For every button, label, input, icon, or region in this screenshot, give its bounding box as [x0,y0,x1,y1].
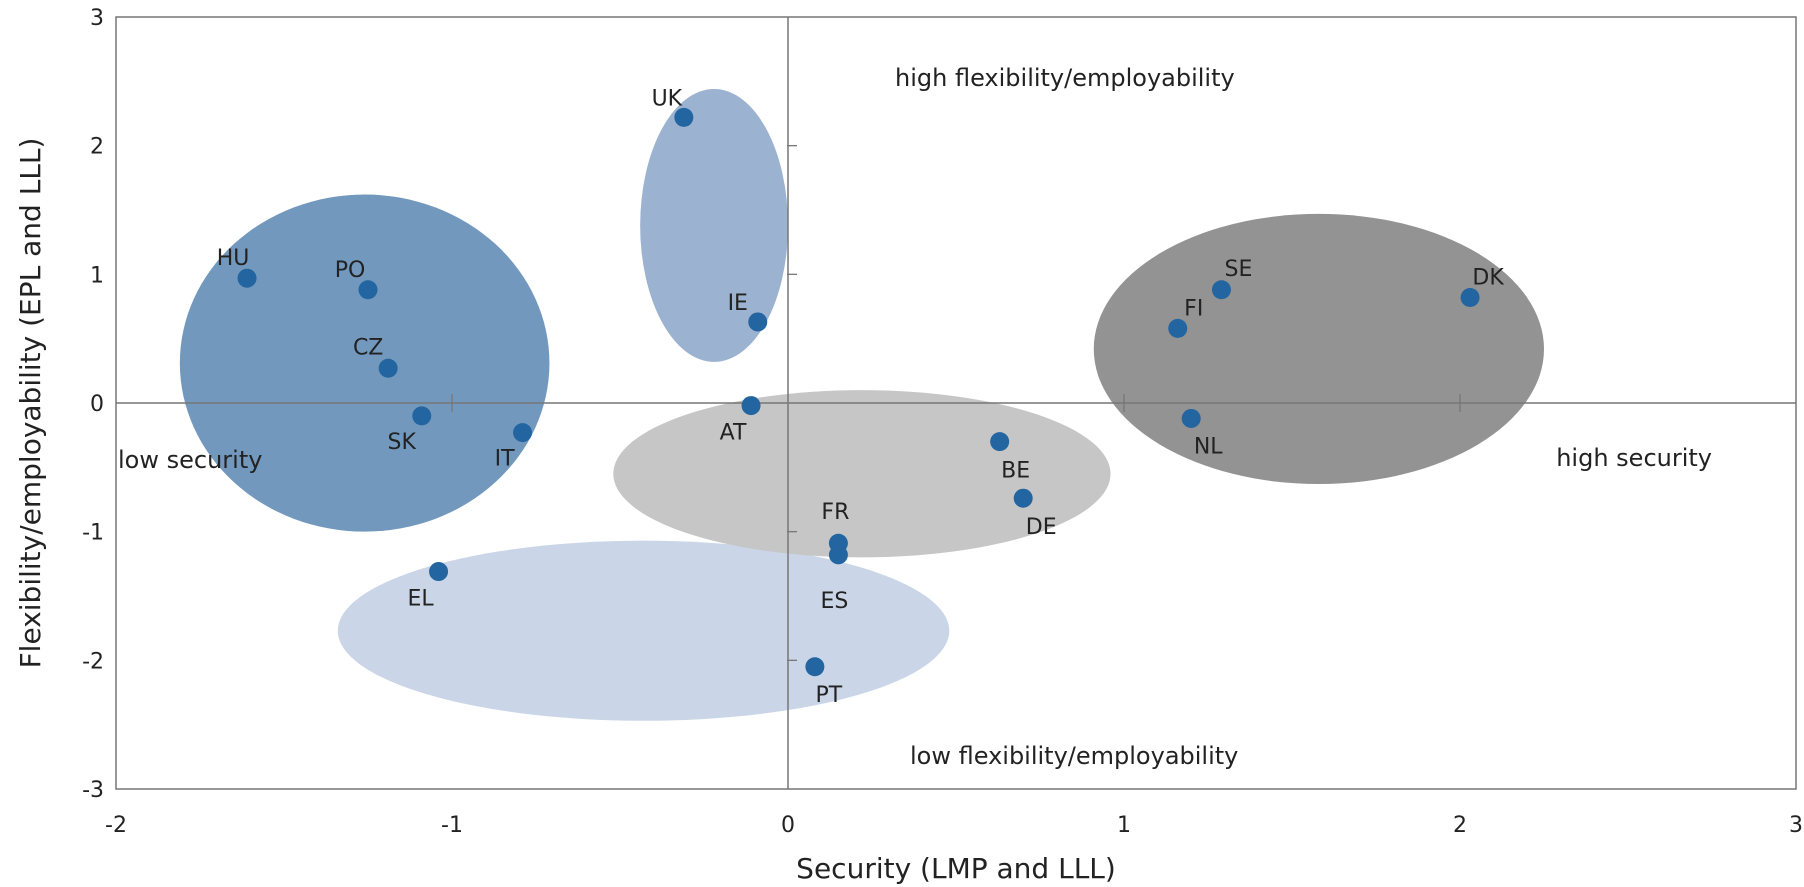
data-point-es [828,545,848,565]
quadrant-label: low flexibility/employability [910,742,1238,770]
data-point-fi [1168,318,1188,338]
y-tick-label: 1 [90,263,104,288]
point-label-po: PO [335,258,366,283]
point-label-nl: NL [1194,434,1223,459]
cluster-ellipse-4 [1093,213,1544,485]
point-label-se: SE [1225,257,1253,282]
data-point-se [1211,280,1231,300]
y-tick-label: 3 [90,6,104,31]
data-point-dk [1460,287,1480,307]
data-point-at [741,396,761,416]
point-label-dk: DK [1472,265,1504,290]
data-point-be [990,432,1010,452]
point-label-pt: PT [816,683,843,708]
data-point-sk [412,406,432,426]
x-tick-label: -2 [105,813,127,838]
point-label-ie: IE [728,291,748,316]
data-point-hu [237,268,257,288]
data-point-cz [378,358,398,378]
x-tick-label: -1 [441,813,463,838]
point-label-be: BE [1001,459,1030,484]
x-tick-label: 1 [1117,813,1131,838]
point-label-fi: FI [1184,296,1203,321]
quadrant-label: high security [1556,444,1712,472]
point-label-uk: UK [652,86,683,111]
data-point-it [513,423,533,443]
point-label-it: IT [495,447,515,472]
point-label-cz: CZ [353,335,383,360]
point-label-sk: SK [388,430,417,455]
y-tick-label: -1 [82,521,104,546]
data-point-uk [674,107,694,127]
y-axis-title: Flexibility/employability (EPL and LLL) [14,138,47,669]
data-point-el [429,562,449,582]
x-axis-title: Security (LMP and LLL) [796,852,1116,885]
x-tick-label: 2 [1453,813,1467,838]
point-label-fr: FR [821,500,849,525]
y-tick-label: -3 [82,778,104,803]
cluster-ellipse-2 [337,540,950,721]
y-tick-label: 0 [90,392,104,417]
data-point-de [1013,488,1033,508]
y-tick-label: 2 [90,135,104,160]
point-label-de: DE [1026,515,1057,540]
cluster-ellipse-0 [179,194,550,532]
x-tick-label: 3 [1789,813,1803,838]
y-tick-label: -2 [82,649,104,674]
data-point-ie [748,312,768,332]
x-tick-label: 0 [781,813,795,838]
quadrant-label: high flexibility/employability [895,64,1235,92]
data-point-pt [805,657,825,677]
point-label-at: AT [720,421,747,446]
point-label-es: ES [820,589,848,614]
point-label-el: EL [407,587,434,612]
cluster-ellipse-1 [640,89,788,362]
quadrant-label: low security [118,446,262,474]
data-point-po [358,280,378,300]
data-point-nl [1181,408,1201,428]
point-label-hu: HU [217,246,250,271]
cluster-ellipse-3 [613,390,1111,558]
